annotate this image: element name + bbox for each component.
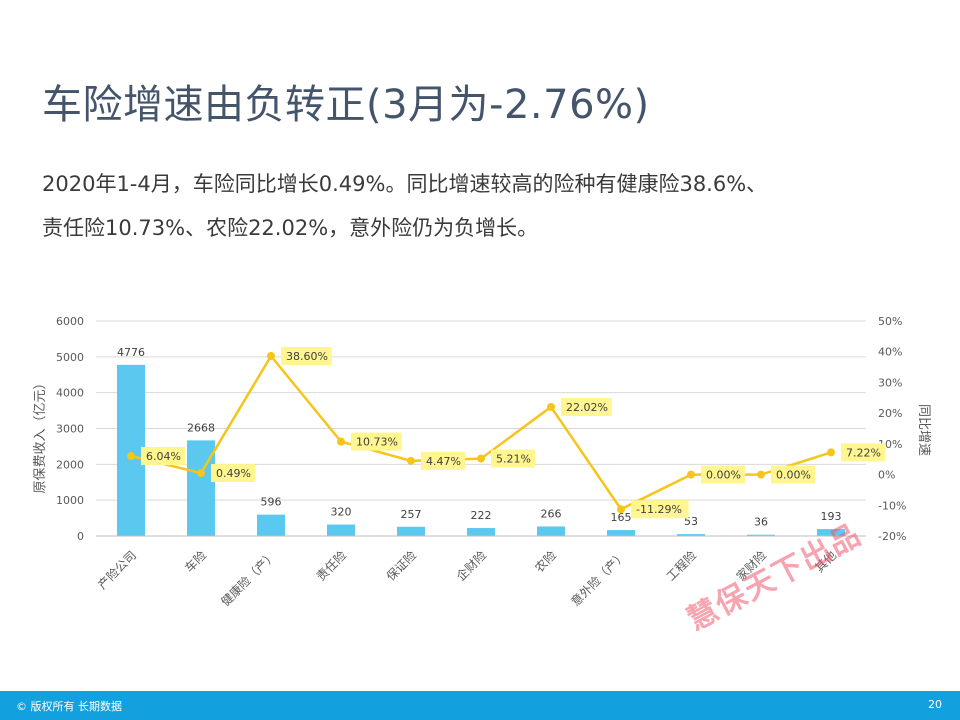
y-tick-label: 1000 <box>56 494 84 507</box>
x-tick-label: 健康险（产） <box>218 548 280 610</box>
bar <box>467 528 495 536</box>
page-number: 20 <box>928 698 942 711</box>
bar <box>327 524 355 536</box>
x-tick-label: 车险 <box>182 548 210 576</box>
growth-value-label: 0.00% <box>776 469 811 482</box>
growth-value-label: 22.02% <box>566 401 608 414</box>
growth-point <box>617 505 625 514</box>
bar-value-label: 266 <box>541 507 562 520</box>
y2-tick-label: 50% <box>878 315 902 328</box>
growth-value-label: -11.29% <box>636 503 682 516</box>
growth-point <box>827 448 835 457</box>
bar-value-label: 36 <box>754 516 768 529</box>
growth-value-label: 6.04% <box>146 450 181 463</box>
x-tick-label: 工程险 <box>663 548 699 584</box>
summary-line-1: 2020年1-4月，车险同比增长0.49%。同比增速较高的险种有健康险38.6%… <box>42 172 768 196</box>
growth-point <box>407 456 415 465</box>
bar <box>607 530 635 536</box>
bar <box>117 364 145 536</box>
bar-value-label: 193 <box>821 510 842 523</box>
growth-value-label: 4.47% <box>426 455 461 468</box>
bar <box>677 534 705 536</box>
bar-value-label: 4776 <box>117 346 145 359</box>
bar-value-label: 222 <box>471 509 492 522</box>
growth-label-bg <box>141 447 185 466</box>
y-tick-label: 2000 <box>56 458 84 471</box>
growth-point <box>547 402 555 411</box>
y2-axis-title: 同比增速 <box>916 404 931 456</box>
growth-value-label: 5.21% <box>496 453 531 466</box>
copyright-text: © 版权所有 长期数据 <box>16 700 122 713</box>
x-tick-label: 企财险 <box>453 548 489 584</box>
growth-label-bg <box>841 443 885 462</box>
bar <box>397 526 425 536</box>
growth-label-bg <box>631 500 689 519</box>
growth-point <box>687 470 695 479</box>
y2-tick-label: -20% <box>878 530 906 543</box>
bar-value-label: 320 <box>331 506 352 519</box>
summary-line-2: 责任险10.73%、农险22.02%，意外险仍为负增长。 <box>42 216 539 240</box>
premium-growth-chart: 0100020003000400050006000-20%-10%0%10%20… <box>33 315 931 610</box>
y-tick-label: 5000 <box>56 351 84 364</box>
growth-value-label: 0.00% <box>706 469 741 482</box>
x-tick-label: 责任险 <box>313 548 349 584</box>
x-tick-label: 保证险 <box>383 548 419 584</box>
growth-label-bg <box>211 464 255 483</box>
x-tick-label: 意外险（产） <box>568 548 630 610</box>
y-tick-label: 6000 <box>56 315 84 328</box>
growth-value-label: 0.49% <box>216 467 251 480</box>
y-axis-title: 原保费收入（亿元） <box>33 376 48 493</box>
bar <box>747 534 775 536</box>
bar <box>537 526 565 536</box>
y-tick-label: 0 <box>77 530 84 543</box>
growth-point <box>197 469 205 478</box>
y-tick-label: 3000 <box>56 423 84 436</box>
y2-tick-label: 40% <box>878 346 902 359</box>
growth-label-bg <box>701 465 745 484</box>
y-tick-label: 4000 <box>56 387 84 400</box>
bar <box>257 514 285 536</box>
bar-value-label: 53 <box>684 515 698 528</box>
growth-value-label: 7.22% <box>846 446 881 459</box>
growth-point <box>757 470 765 479</box>
bar-value-label: 2668 <box>187 421 215 434</box>
growth-value-label: 10.73% <box>356 436 398 449</box>
growth-point <box>337 437 345 446</box>
growth-point <box>477 454 485 463</box>
x-tick-label: 农险 <box>532 548 560 576</box>
bar-value-label: 596 <box>261 496 282 509</box>
summary-text: 2020年1-4月，车险同比增长0.49%。同比增速较高的险种有健康险38.6%… <box>42 162 932 250</box>
growth-label-bg <box>771 465 815 484</box>
growth-label-bg <box>561 397 612 416</box>
bar <box>817 529 845 536</box>
bar-value-label: 165 <box>611 511 632 524</box>
growth-value-label: 38.60% <box>286 350 328 363</box>
footer-bar: © 版权所有 长期数据 20 <box>0 691 960 720</box>
growth-point <box>127 452 135 461</box>
growth-point <box>267 352 275 361</box>
y2-tick-label: 20% <box>878 407 902 420</box>
x-tick-label: 产险公司 <box>95 548 140 593</box>
growth-label-bg <box>351 432 402 451</box>
slide-title: 车险增速由负转正(3月为-2.76%) <box>42 82 650 128</box>
y2-tick-label: 30% <box>878 376 902 389</box>
y2-tick-label: -10% <box>878 499 906 512</box>
growth-line <box>130 354 832 511</box>
growth-label-bg <box>281 347 332 366</box>
y2-tick-label: 0% <box>878 469 895 482</box>
growth-label-bg <box>421 451 465 470</box>
bar-value-label: 257 <box>401 508 422 521</box>
growth-label-bg <box>491 449 535 468</box>
